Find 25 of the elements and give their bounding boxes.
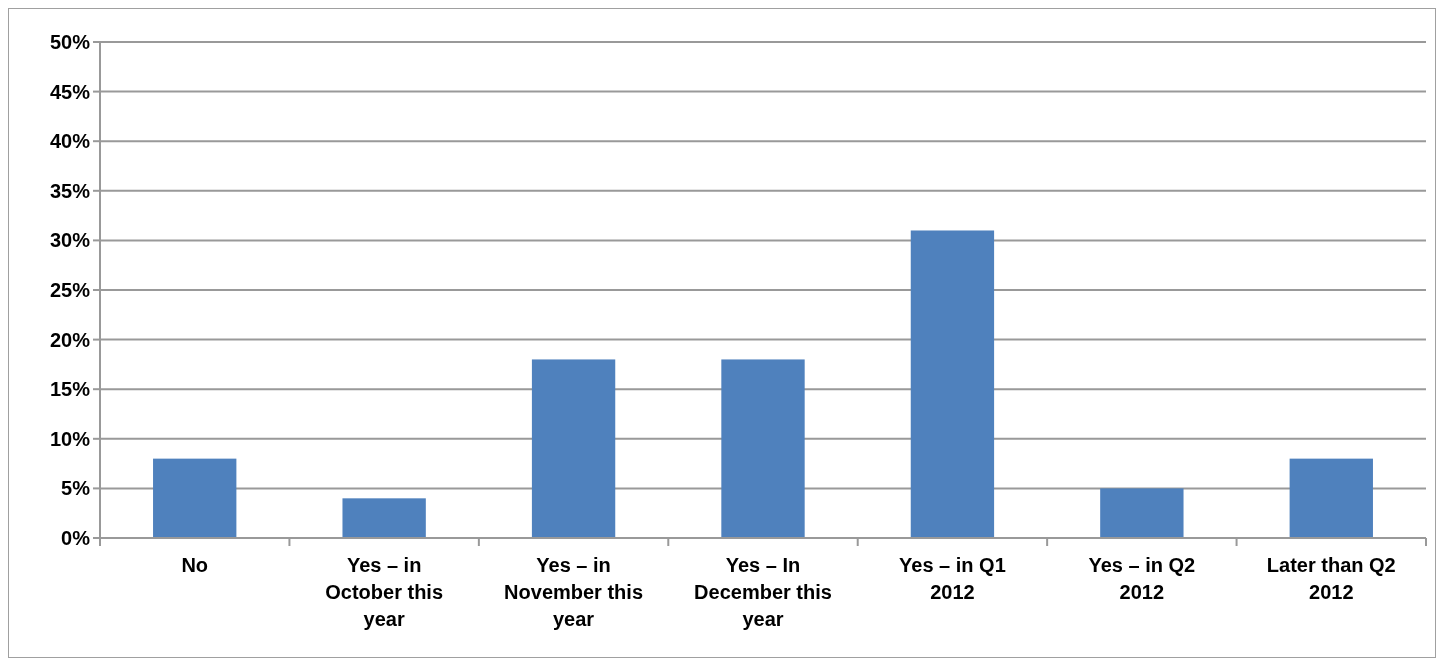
- x-tick-label: Yes – in Q1 2012: [899, 554, 1006, 603]
- x-tick-label: Yes – In December this year: [694, 554, 832, 630]
- y-tick-label: 40%: [49, 130, 91, 153]
- bar: [1100, 488, 1184, 538]
- y-tick-label: 10%: [49, 427, 91, 450]
- x-tick-label: Yes – in October this year: [325, 554, 444, 630]
- x-tick-label: Later than Q2 2012: [1266, 554, 1396, 603]
- bar: [342, 498, 426, 538]
- y-tick-label: 0%: [61, 527, 91, 549]
- y-tick-label: 5%: [61, 477, 91, 500]
- y-tick-label: 45%: [49, 80, 91, 103]
- y-tick-label: 35%: [49, 179, 91, 202]
- x-tick-label: Yes – in Q2 2012: [1088, 554, 1196, 603]
- bar: [531, 359, 616, 538]
- bar: [153, 458, 237, 538]
- bar: [721, 359, 805, 538]
- x-tick-label: No: [181, 554, 209, 576]
- x-tick-label: Yes – in November this year: [504, 554, 644, 630]
- y-tick-label: 50%: [49, 31, 91, 53]
- y-tick-label: 15%: [49, 378, 91, 401]
- y-tick-label: 30%: [49, 229, 91, 252]
- bar: [1289, 458, 1373, 538]
- y-tick-label: 25%: [49, 279, 91, 301]
- bar: [910, 230, 995, 538]
- y-tick-label: 20%: [49, 328, 91, 351]
